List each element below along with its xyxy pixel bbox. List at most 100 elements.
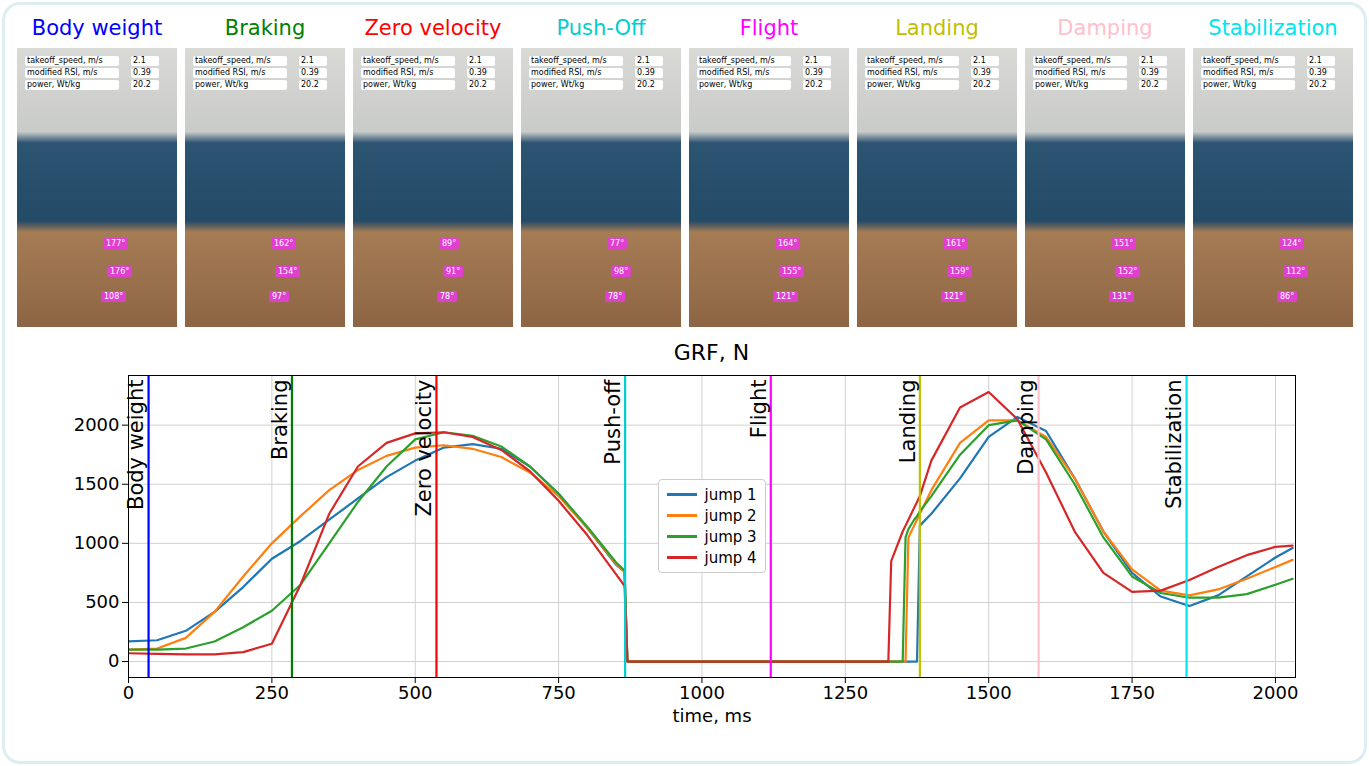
html-text:modified RSI, m/s: modified RSI, m/s	[27, 68, 98, 77]
html-text:20.2: 20.2	[133, 80, 151, 89]
html-text:jump 2: jump 2	[704, 506, 757, 525]
svg-text:time, ms: time, ms	[672, 705, 751, 726]
svg-text:750: 750	[541, 682, 575, 703]
html-text:151°: 151°	[1114, 239, 1134, 248]
html-text:jump 1: jump 1	[704, 485, 757, 504]
svg-text:500: 500	[85, 591, 119, 612]
html-text:Push-Off: Push-Off	[556, 16, 646, 40]
html-text:takeoff_speed, m/s: takeoff_speed, m/s	[27, 56, 103, 65]
html-text:takeoff_speed, m/s: takeoff_speed, m/s	[1035, 56, 1111, 65]
html-text:161°: 161°	[946, 239, 966, 248]
html-text:152°: 152°	[1118, 267, 1138, 276]
html-text:159°: 159°	[950, 267, 970, 276]
html-text:2.1: 2.1	[301, 56, 314, 65]
svg-text:0: 0	[108, 650, 119, 671]
svg-text:Push-off: Push-off	[601, 379, 625, 465]
html-text:modified RSI, m/s: modified RSI, m/s	[195, 68, 266, 77]
html-text:89°: 89°	[442, 239, 457, 248]
svg-text:1500: 1500	[966, 682, 1012, 703]
html-text:takeoff_speed, m/s: takeoff_speed, m/s	[699, 56, 775, 65]
html-text:121°: 121°	[776, 292, 796, 301]
html-text:takeoff_speed, m/s: takeoff_speed, m/s	[531, 56, 607, 65]
html-text:2.1: 2.1	[973, 56, 986, 65]
svg-text:1750: 1750	[1109, 682, 1155, 703]
html-text:20.2: 20.2	[637, 80, 655, 89]
html-text:Damping: Damping	[1057, 16, 1153, 40]
svg-text:Stabilization: Stabilization	[1162, 380, 1186, 509]
html-text:power, Wt/kg: power, Wt/kg	[699, 80, 753, 89]
svg-text:Damping: Damping	[1014, 380, 1038, 475]
html-text:Body weight: Body weight	[31, 16, 163, 40]
html-text:0.39: 0.39	[1141, 68, 1159, 77]
html-text:177°: 177°	[106, 239, 126, 248]
html-text:176°: 176°	[110, 267, 130, 276]
html-text:power, Wt/kg: power, Wt/kg	[867, 80, 921, 89]
html-text:takeoff_speed, m/s: takeoff_speed, m/s	[195, 56, 271, 65]
html-text:Braking: Braking	[224, 16, 306, 40]
html-text:121°: 121°	[944, 292, 964, 301]
svg-text:1000: 1000	[74, 532, 120, 553]
html-text:77°: 77°	[610, 239, 625, 248]
svg-text:0: 0	[123, 682, 134, 703]
html-text:20.2: 20.2	[973, 80, 991, 89]
html-text:modified RSI, m/s: modified RSI, m/s	[363, 68, 434, 77]
html-text:2.1: 2.1	[637, 56, 650, 65]
html-text:20.2: 20.2	[1141, 80, 1159, 89]
html-text:Landing: Landing	[895, 16, 979, 40]
svg-text:Body weight: Body weight	[124, 380, 148, 511]
html-text:97°: 97°	[272, 292, 287, 301]
svg-text:500: 500	[398, 682, 432, 703]
html-text:power, Wt/kg: power, Wt/kg	[531, 80, 585, 89]
html-text:power, Wt/kg: power, Wt/kg	[195, 80, 249, 89]
html-text:modified RSI, m/s: modified RSI, m/s	[867, 68, 938, 77]
svg-text:Braking: Braking	[268, 380, 292, 461]
html-text:91°: 91°	[446, 267, 461, 276]
html-text:jump 3: jump 3	[704, 527, 757, 546]
html-text:Zero velocity: Zero velocity	[364, 16, 502, 40]
html-text:GRF, N: GRF, N	[673, 340, 750, 365]
html-text:modified RSI, m/s: modified RSI, m/s	[699, 68, 770, 77]
html-text:98°: 98°	[614, 267, 629, 276]
html-text:power, Wt/kg: power, Wt/kg	[363, 80, 417, 89]
html-text:78°: 78°	[608, 292, 623, 301]
html-text:162°: 162°	[274, 239, 294, 248]
html-text:takeoff_speed, m/s: takeoff_speed, m/s	[867, 56, 943, 65]
html-text:takeoff_speed, m/s: takeoff_speed, m/s	[363, 56, 439, 65]
html-text:154°: 154°	[278, 267, 298, 276]
html-text:2.1: 2.1	[1141, 56, 1154, 65]
svg-text:1250: 1250	[822, 682, 868, 703]
html-text:2.1: 2.1	[469, 56, 482, 65]
html-text:0.39: 0.39	[469, 68, 487, 77]
html-text:20.2: 20.2	[301, 80, 319, 89]
html-text:2.1: 2.1	[133, 56, 146, 65]
html-text:108°: 108°	[104, 292, 124, 301]
svg-text:250: 250	[255, 682, 289, 703]
html-text:131°: 131°	[1112, 292, 1132, 301]
html-text:jump 4: jump 4	[704, 548, 757, 567]
html-text:164°: 164°	[778, 239, 798, 248]
html-text:modified RSI, m/s: modified RSI, m/s	[531, 68, 602, 77]
html-text:0.39: 0.39	[133, 68, 151, 77]
html-text:0.39: 0.39	[973, 68, 991, 77]
svg-text:Flight: Flight	[747, 380, 771, 439]
html-text:78°: 78°	[440, 292, 455, 301]
html-text:20.2: 20.2	[805, 80, 823, 89]
html-text:2.1: 2.1	[805, 56, 818, 65]
html-text:0.39: 0.39	[301, 68, 319, 77]
html-text:power, Wt/kg: power, Wt/kg	[27, 80, 81, 89]
html-text:Flight: Flight	[739, 16, 799, 40]
svg-text:Landing: Landing	[896, 380, 920, 464]
svg-text:Zero velocity: Zero velocity	[412, 380, 436, 517]
html-text:155°: 155°	[782, 267, 802, 276]
svg-text:2000: 2000	[74, 414, 120, 435]
svg-text:1500: 1500	[74, 473, 120, 494]
html-text:modified RSI, m/s: modified RSI, m/s	[1035, 68, 1106, 77]
html-text:Stabilization: Stabilization	[1208, 16, 1338, 40]
svg-text:1000: 1000	[679, 682, 725, 703]
html-text:20.2: 20.2	[469, 80, 487, 89]
html-text:0.39: 0.39	[805, 68, 823, 77]
html-text:takeoff_speed, m/s: takeoff_speed, m/s	[1203, 56, 1279, 65]
html-text:0.39: 0.39	[637, 68, 655, 77]
html-text:power, Wt/kg: power, Wt/kg	[1035, 80, 1089, 89]
svg-text:2000: 2000	[1253, 682, 1299, 703]
